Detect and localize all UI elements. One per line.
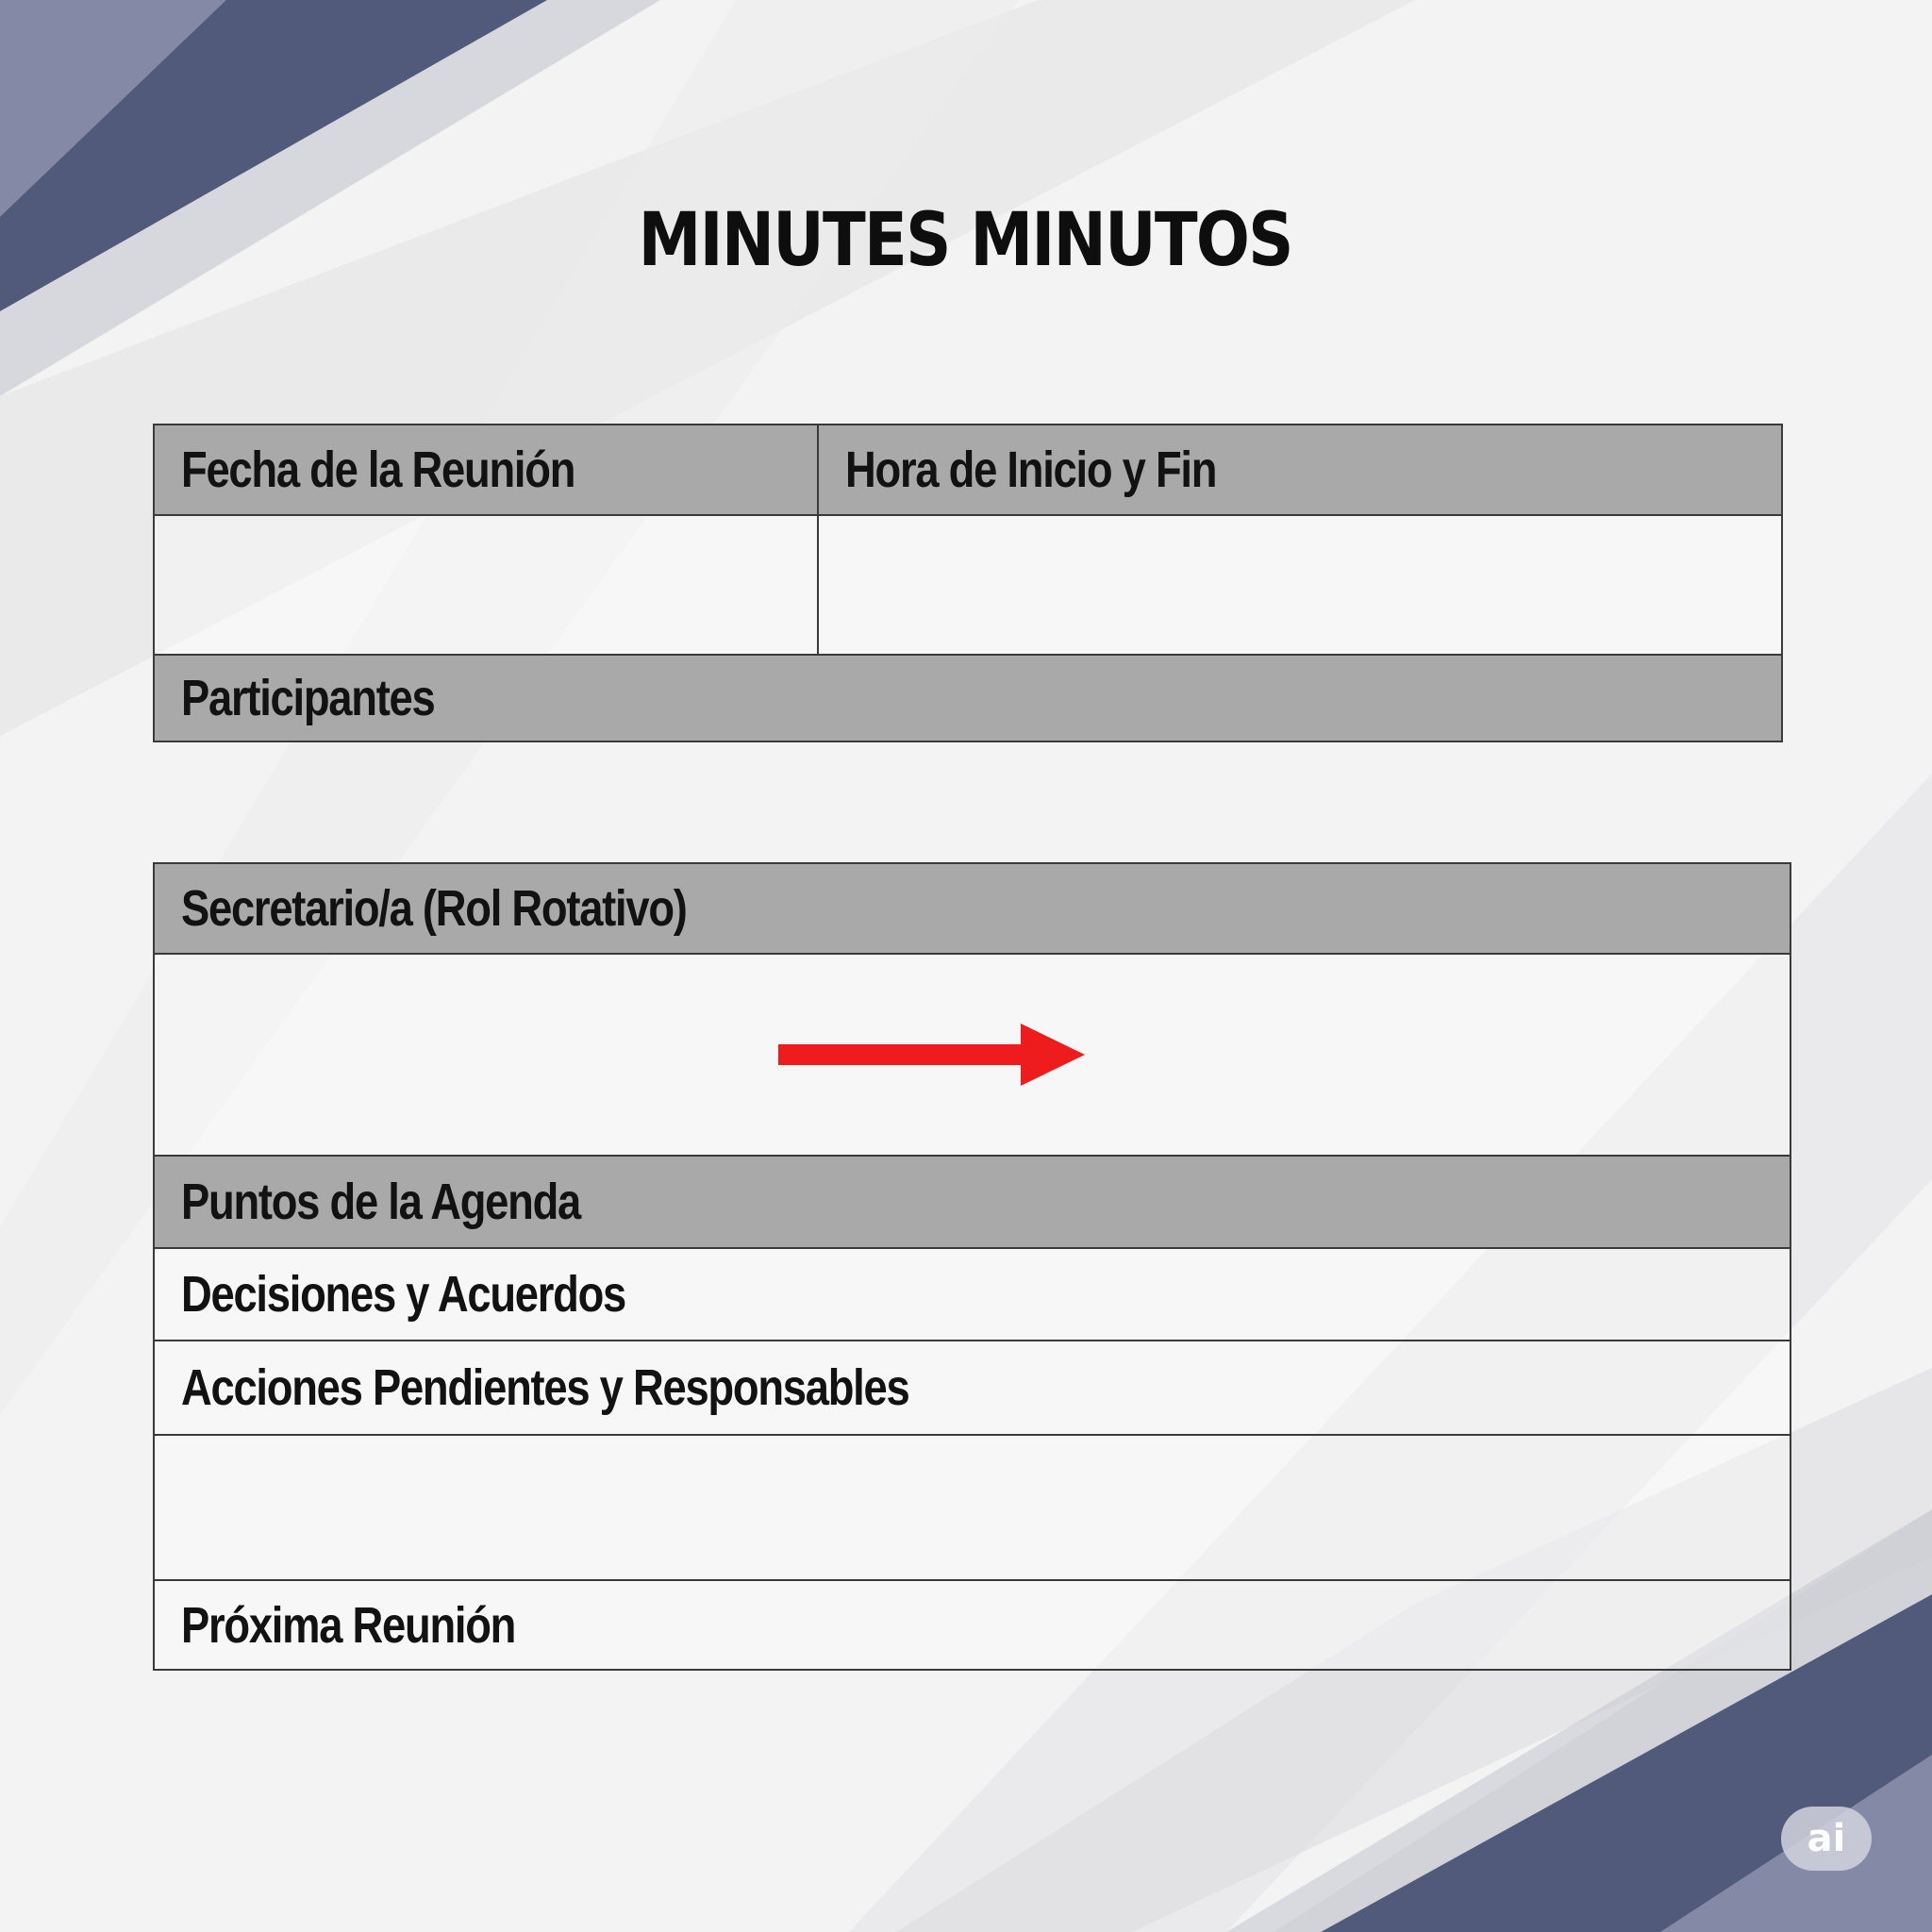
- time-header-cell: Hora de Inicio y Fin: [817, 425, 1781, 514]
- next-meeting-row[interactable]: Próxima Reunión: [155, 1579, 1790, 1669]
- arrow-right-icon: [774, 1019, 1094, 1091]
- date-header-cell: Fecha de la Reunión: [155, 425, 817, 514]
- meeting-info-header-row: Fecha de la Reunión Hora de Inicio y Fin: [155, 425, 1781, 514]
- secretary-label: Secretario/a (Rol Rotativo): [181, 880, 688, 937]
- page-title: MINUTES MINUTOS: [638, 198, 1294, 283]
- actions-value-field[interactable]: [155, 1434, 1790, 1579]
- agenda-row: Puntos de la Agenda: [155, 1155, 1790, 1247]
- date-value-field[interactable]: [155, 516, 817, 654]
- participants-label: Participantes: [181, 670, 436, 726]
- participants-row: Participantes: [155, 654, 1781, 741]
- date-header-label: Fecha de la Reunión: [181, 441, 575, 498]
- meeting-info-table: Fecha de la Reunión Hora de Inicio y Fin…: [153, 424, 1783, 742]
- agenda-label: Puntos de la Agenda: [181, 1174, 581, 1230]
- secretary-value-field[interactable]: [155, 953, 1790, 1155]
- secretary-header-row: Secretario/a (Rol Rotativo): [155, 864, 1790, 953]
- meeting-info-value-row: [155, 514, 1781, 654]
- ai-badge: ai: [1781, 1807, 1872, 1871]
- actions-label: Acciones Pendientes y Responsables: [181, 1359, 910, 1416]
- time-header-label: Hora de Inicio y Fin: [845, 441, 1217, 498]
- decisions-label: Decisiones y Acuerdos: [181, 1266, 626, 1323]
- time-value-field[interactable]: [817, 516, 1781, 654]
- next-meeting-label: Próxima Reunión: [181, 1596, 516, 1654]
- actions-row[interactable]: Acciones Pendientes y Responsables: [155, 1340, 1790, 1434]
- minutes-details-table: Secretario/a (Rol Rotativo) Puntos de la…: [153, 862, 1791, 1671]
- decisions-row[interactable]: Decisiones y Acuerdos: [155, 1247, 1790, 1340]
